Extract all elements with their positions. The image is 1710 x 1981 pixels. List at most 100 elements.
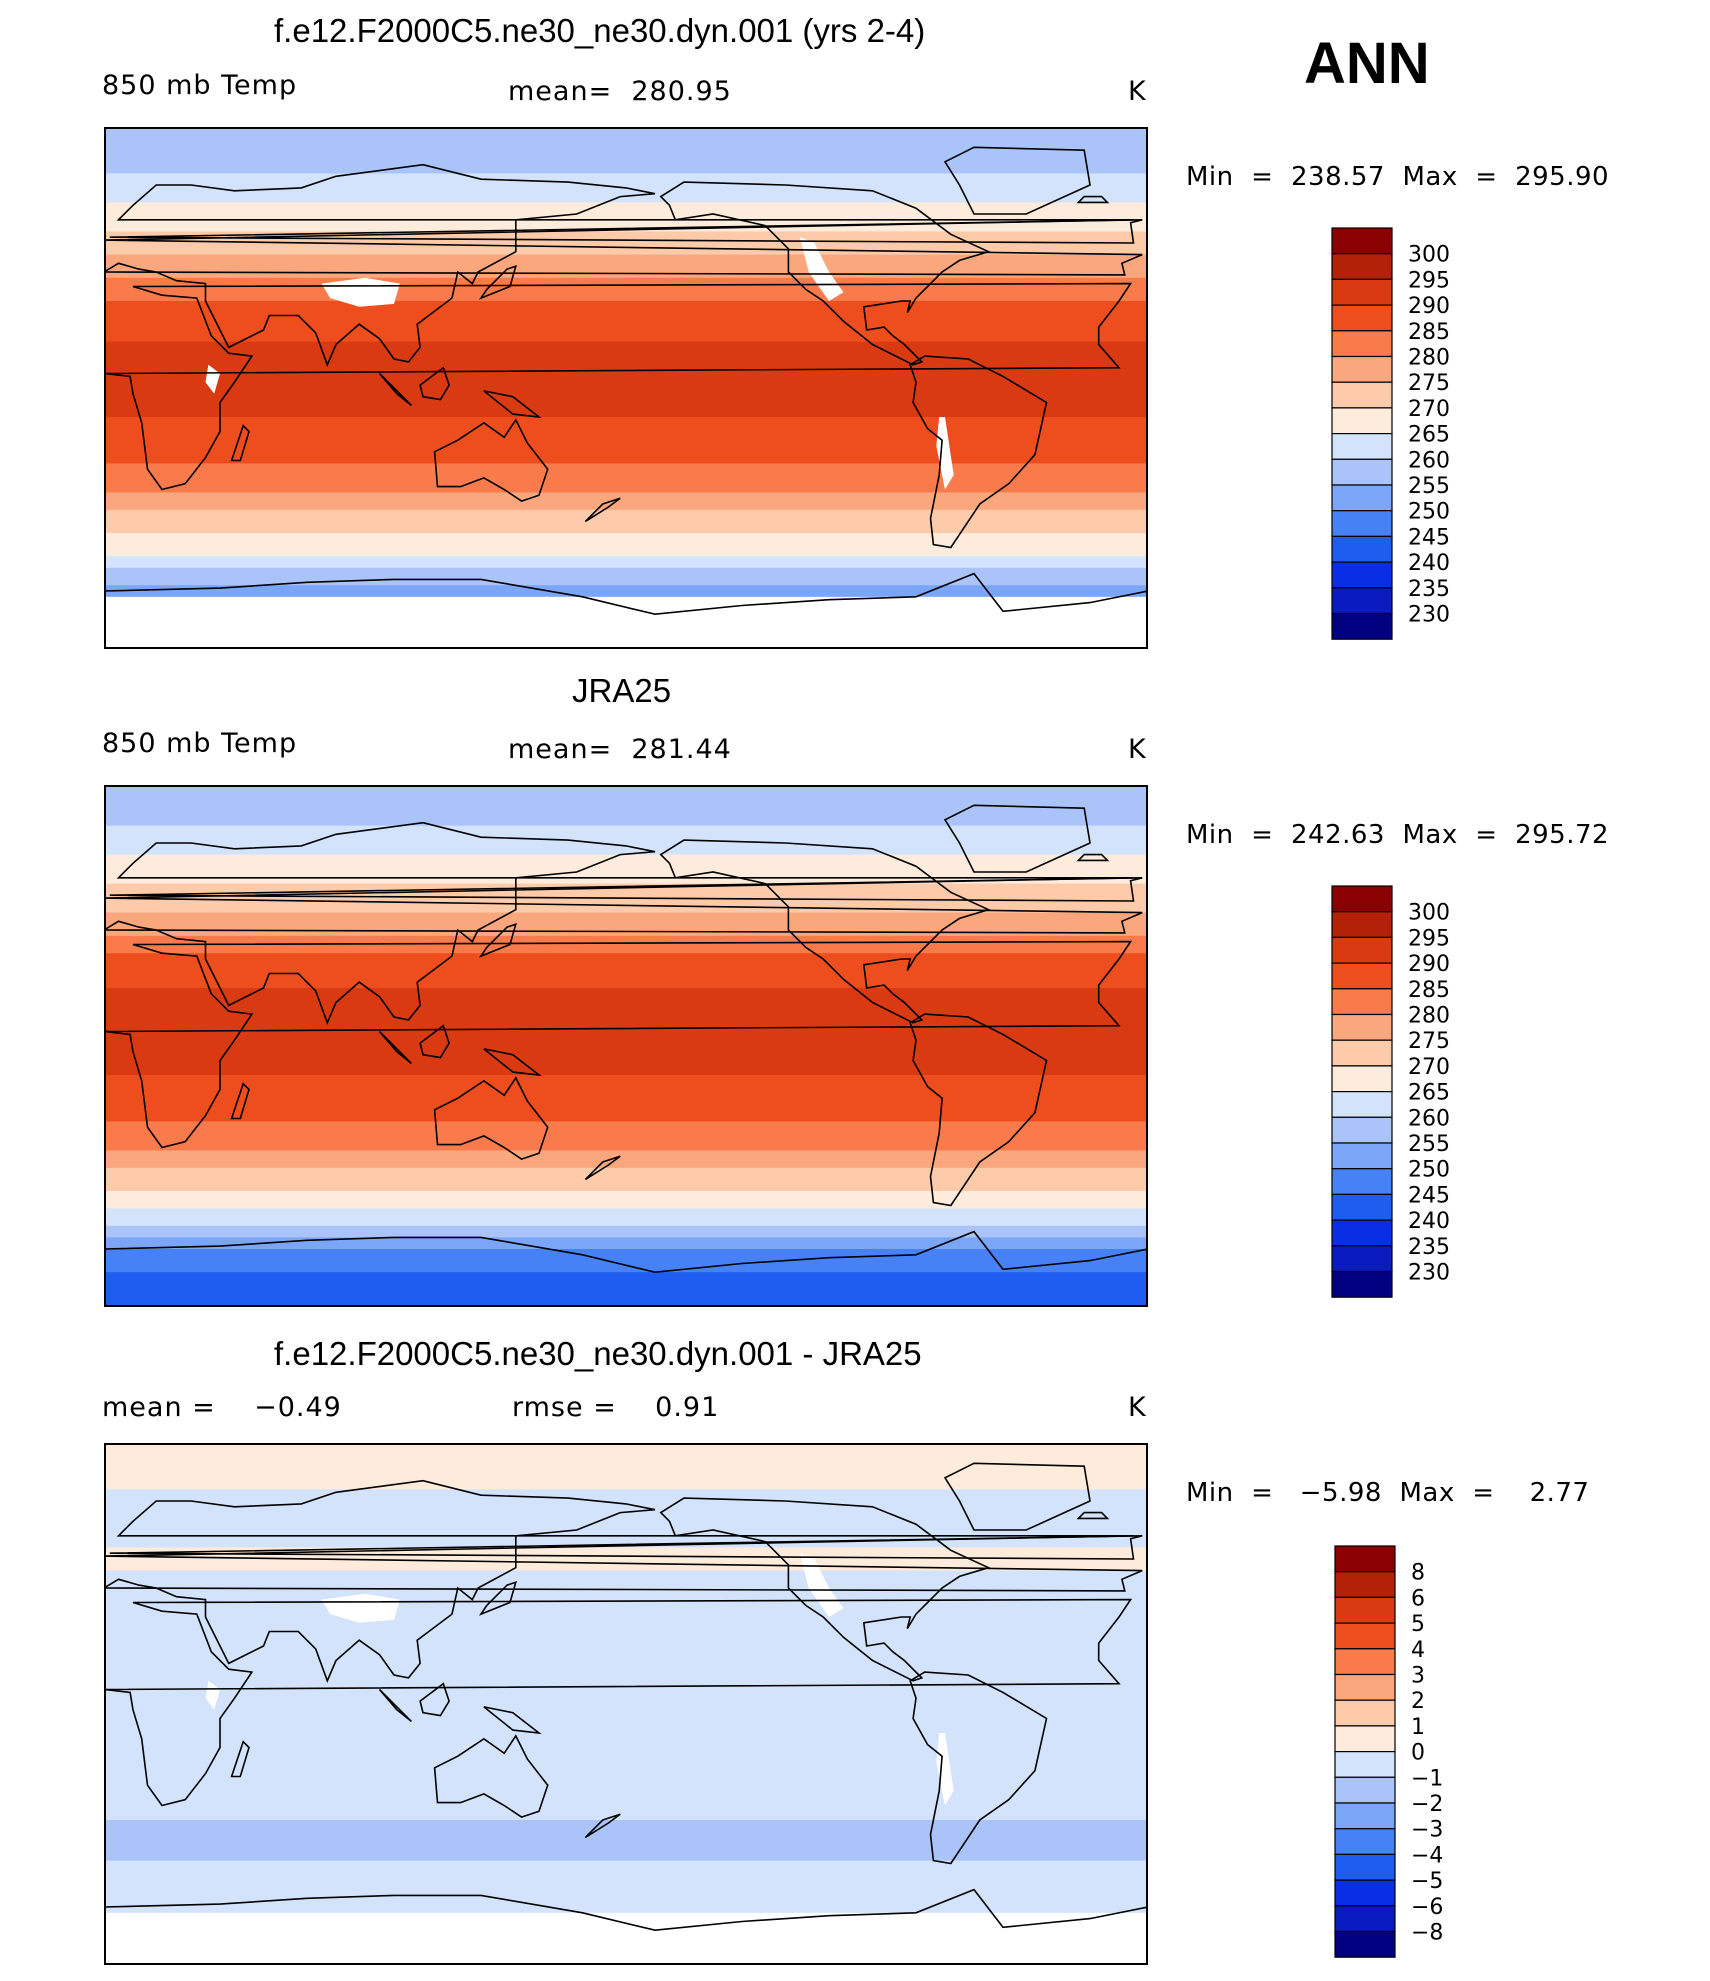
- lat-band: [104, 993, 1148, 1001]
- colorbar-tick-label: 300: [1408, 243, 1450, 268]
- lat-band: [104, 231, 1148, 238]
- lat-band: [104, 831, 1148, 838]
- coastline-madagascar: [230, 424, 250, 462]
- lat-band: [104, 1133, 1148, 1140]
- lat-band: [104, 1034, 1148, 1041]
- lat-band: [104, 1214, 1148, 1221]
- missing-mask-antarctica: [104, 596, 1148, 649]
- lat-band: [104, 1191, 1148, 1198]
- coastline-nz: [584, 1813, 621, 1839]
- coastline-japan: [478, 922, 517, 958]
- lat-band: [104, 393, 1148, 401]
- lat-band: [104, 411, 1148, 418]
- lat-band: [104, 1278, 1148, 1285]
- lat-band: [104, 550, 1148, 557]
- lat-band: [104, 1144, 1148, 1151]
- colorbar-tick-label: 240: [1408, 551, 1450, 576]
- coastline-eurasia: [104, 1479, 1143, 1683]
- lat-band: [104, 132, 1148, 140]
- colorbar-tick-label: −2: [1411, 1792, 1443, 1817]
- colorbar-box: [1331, 1168, 1393, 1196]
- lat-band: [104, 272, 1148, 279]
- colorbar-tick-label: 3: [1411, 1664, 1425, 1689]
- coastline-samerica: [909, 355, 1048, 549]
- coastline-borneo: [419, 1682, 450, 1717]
- lat-band: [104, 1651, 1148, 1659]
- lat-band: [104, 1733, 1148, 1740]
- lat-band: [104, 1854, 1148, 1862]
- missing-mask-andes: [936, 417, 954, 490]
- lat-band: [104, 1138, 1148, 1146]
- lat-band: [104, 1547, 1148, 1554]
- panel-1-title: f.e12.F2000C5.ne30_ne30.dyn.001 (yrs 2-4…: [274, 12, 926, 49]
- lat-band: [104, 301, 1148, 308]
- colorbar-tick-label: 275: [1408, 371, 1450, 396]
- lat-band: [104, 947, 1148, 954]
- lat-band: [104, 1617, 1148, 1624]
- colorbar-tick-label: 290: [1408, 952, 1450, 977]
- panel-2-units-label: K: [1128, 734, 1147, 765]
- colorbar-box: [1334, 1596, 1396, 1624]
- colorbar-tick-label: 265: [1408, 423, 1450, 448]
- coastline-uk: [109, 1535, 1143, 1560]
- colorbar-box: [1331, 484, 1393, 512]
- colorbar-tick-label: 0: [1411, 1741, 1425, 1766]
- coastline-nz: [584, 1155, 621, 1181]
- colorbar-box: [1331, 1219, 1393, 1247]
- lat-band: [104, 1231, 1148, 1238]
- lat-band: [104, 1086, 1148, 1093]
- lat-band: [104, 283, 1148, 290]
- lat-band: [104, 1208, 1148, 1215]
- lat-band: [104, 970, 1148, 977]
- lat-band: [104, 1022, 1148, 1030]
- lat-band: [104, 544, 1148, 551]
- lat-band: [104, 1663, 1148, 1670]
- colorbar-tick-label: 260: [1408, 448, 1450, 473]
- colorbar-box: [1331, 1142, 1393, 1170]
- map-fill-bands: [104, 785, 1148, 1307]
- missing-mask-antarctica: [104, 1912, 1148, 1965]
- lat-band: [104, 208, 1148, 215]
- lat-band: [104, 1808, 1148, 1815]
- lat-band: [104, 802, 1148, 809]
- lat-band: [104, 341, 1148, 348]
- lat-band: [104, 1866, 1148, 1873]
- colorbar-box: [1331, 1193, 1393, 1221]
- missing-mask-andes: [936, 1733, 954, 1806]
- colorbar-tick-label: 280: [1408, 1004, 1450, 1029]
- lat-band: [104, 1254, 1148, 1262]
- lat-band: [104, 1098, 1148, 1105]
- colorbar-tick-label: 300: [1408, 901, 1450, 926]
- panel-3-map: [104, 1443, 1148, 1965]
- lat-band: [104, 1605, 1148, 1612]
- coastline-japan: [478, 1580, 517, 1616]
- colorbar-box: [1334, 1879, 1396, 1907]
- lat-band: [104, 1582, 1148, 1589]
- colorbar-tick-label: 250: [1408, 1158, 1450, 1183]
- lat-band: [104, 1628, 1148, 1635]
- lat-band: [104, 1530, 1148, 1537]
- lat-band: [104, 964, 1148, 972]
- lat-band: [104, 988, 1148, 995]
- lat-band: [104, 1738, 1148, 1746]
- coastline-madagascar: [230, 1740, 250, 1778]
- lat-band: [104, 1640, 1148, 1647]
- lat-band: [104, 1127, 1148, 1134]
- colorbar-box: [1334, 1802, 1396, 1830]
- colorbar-box: [1331, 1065, 1393, 1093]
- colorbar-tick-label: 1: [1411, 1715, 1425, 1740]
- lat-band: [104, 480, 1148, 488]
- lat-band: [104, 999, 1148, 1006]
- lat-band: [104, 1744, 1148, 1751]
- lat-band: [104, 1057, 1148, 1064]
- lat-band: [104, 1622, 1148, 1630]
- colorbar-box: [1331, 458, 1393, 486]
- lat-band: [104, 417, 1148, 424]
- lat-band: [104, 924, 1148, 931]
- lat-band: [104, 330, 1148, 337]
- colorbar-tick-label: 240: [1408, 1209, 1450, 1234]
- lat-band: [104, 1017, 1148, 1024]
- lat-band: [104, 1028, 1148, 1035]
- lat-band: [104, 492, 1148, 499]
- lat-band: [104, 976, 1148, 983]
